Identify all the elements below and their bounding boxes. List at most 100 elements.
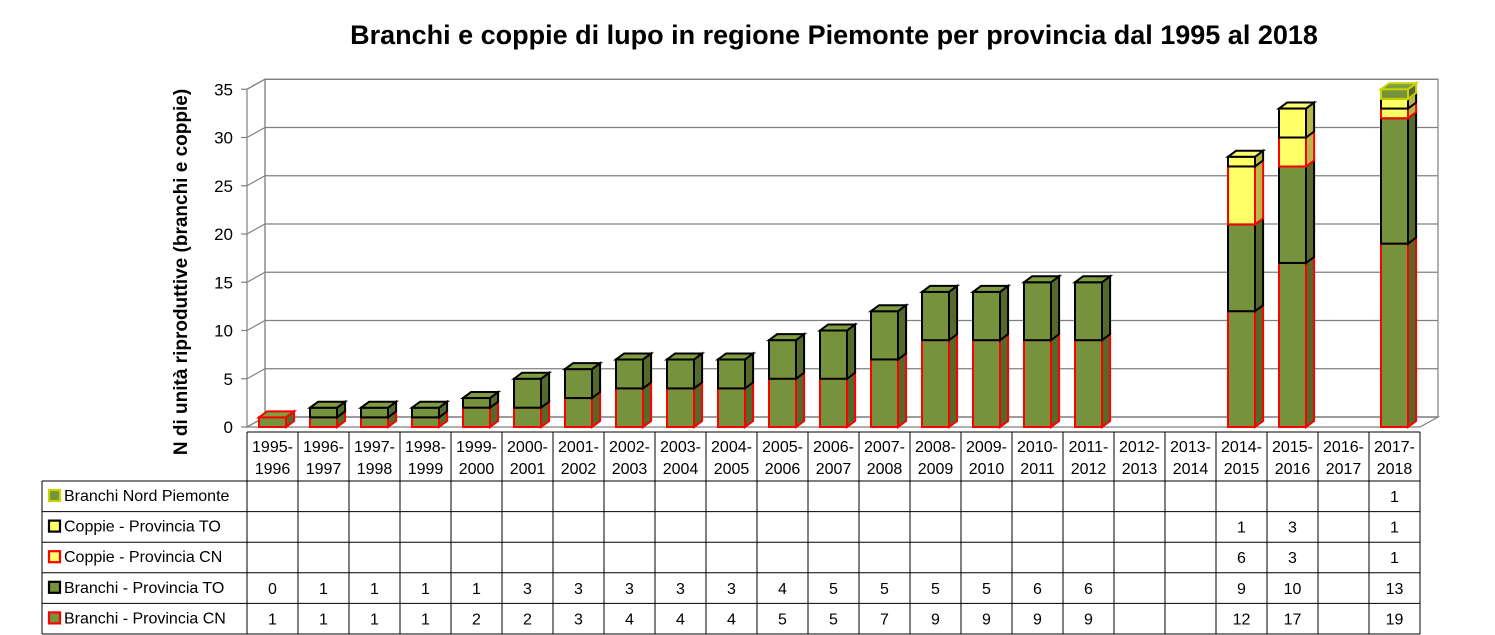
bar-side — [642, 380, 653, 429]
gridline — [246, 223, 1438, 235]
data-table: 1995-19961996-19971997-19981998-19991999… — [41, 431, 1421, 635]
x-tick-label: 2010 — [969, 461, 1005, 478]
x-tick-label: 2013- — [1170, 439, 1211, 456]
bar-segment — [1227, 223, 1256, 313]
x-tick-label: 2001- — [558, 439, 599, 456]
bar-segment — [1380, 242, 1409, 428]
bar-segment — [870, 310, 899, 361]
y-tick-label: 35 — [214, 80, 233, 99]
bar-side — [999, 332, 1010, 429]
data-label: 1 — [319, 581, 328, 598]
x-tick-label: 2005 — [714, 461, 750, 478]
bar-side — [1407, 235, 1418, 429]
bar-stack — [1020, 274, 1063, 429]
data-label: 17 — [1284, 611, 1302, 628]
x-tick-label: 2003- — [660, 439, 701, 456]
x-tick-label: 2011- — [1069, 439, 1109, 456]
x-tick-label: 2013 — [1122, 461, 1158, 478]
data-label: 9 — [1033, 611, 1042, 628]
bar-top — [1377, 82, 1420, 91]
x-tick-label: 2007- — [864, 439, 905, 456]
data-label: 5 — [829, 581, 838, 598]
bar-segment — [768, 377, 797, 428]
bar-top — [459, 391, 502, 400]
bar-top — [510, 371, 553, 380]
data-label: 1 — [1390, 520, 1399, 537]
bar-top — [765, 333, 808, 342]
bar-segment — [258, 416, 287, 429]
bar-segment — [666, 358, 695, 390]
bar-segment — [1278, 261, 1307, 429]
bar-segment — [1227, 155, 1256, 168]
bar-side — [846, 322, 857, 381]
data-label: 3 — [676, 581, 685, 598]
bar-segment — [972, 339, 1001, 428]
bar-top — [1224, 149, 1267, 158]
bar-segment — [1380, 88, 1409, 100]
data-label: 6 — [1237, 550, 1246, 567]
x-tick-label: 1995- — [252, 439, 293, 456]
bar-side — [795, 370, 806, 429]
data-label: 2 — [472, 611, 481, 628]
bar-side — [897, 303, 908, 362]
data-label: 3 — [523, 581, 532, 598]
data-label: 5 — [829, 611, 838, 628]
legend-entry: Branchi - Provincia CN — [64, 610, 226, 627]
data-label: 1 — [1390, 489, 1399, 506]
bar-segment — [921, 290, 950, 342]
x-tick-label: 2000- — [507, 439, 548, 456]
x-tick-label: 2005- — [762, 439, 803, 456]
bar-top — [969, 284, 1012, 293]
data-label: 5 — [778, 611, 787, 628]
y-axis-label: N di unità riproduttive (branchi e coppi… — [171, 89, 192, 455]
bar-segment — [309, 406, 338, 419]
bar-top — [1020, 275, 1063, 284]
legend-key — [47, 519, 62, 533]
bar-segment — [870, 358, 899, 429]
bar-segment — [462, 397, 491, 409]
bar-side — [1050, 332, 1061, 429]
gridline — [246, 175, 1438, 187]
bar-stack — [765, 332, 808, 429]
data-label: 1 — [370, 581, 379, 598]
bar-segment — [564, 368, 593, 400]
x-tick-label: 2014- — [1221, 439, 1262, 456]
bars — [255, 81, 1420, 429]
x-tick-label: 1996 — [255, 461, 291, 478]
bar-segment — [819, 377, 848, 428]
y-tick-label: 5 — [224, 370, 233, 389]
data-label: 1 — [319, 611, 328, 628]
legend-entry: Coppie - Provincia TO — [64, 519, 221, 536]
bar-segment — [666, 387, 695, 428]
data-label: 1 — [421, 581, 430, 598]
bar-side — [846, 370, 857, 429]
data-label: 3 — [625, 581, 634, 598]
data-label: 3 — [574, 581, 583, 598]
data-label: 5 — [982, 581, 991, 598]
data-label: 4 — [727, 611, 736, 628]
bar-stack — [255, 409, 298, 429]
data-label: 5 — [880, 581, 889, 598]
data-label: 0 — [268, 581, 277, 598]
x-tick-label: 2012 — [1071, 461, 1107, 478]
bar-segment — [768, 339, 797, 380]
x-tick-label: 2015 — [1224, 461, 1260, 478]
bar-segment — [717, 358, 746, 390]
x-tick-label: 2017 — [1326, 461, 1362, 478]
legend-key — [47, 488, 62, 503]
bar-segment — [1074, 281, 1103, 342]
bar-segment — [615, 387, 644, 428]
data-label: 19 — [1386, 611, 1404, 628]
x-tick-label: 2016 — [1275, 461, 1311, 478]
data-label: 9 — [1237, 581, 1246, 598]
bar-segment — [1227, 310, 1256, 429]
x-tick-label: 2014 — [1173, 461, 1209, 478]
bar-segment — [1023, 339, 1052, 428]
data-label: 6 — [1033, 581, 1042, 598]
x-tick-label: 1997- — [354, 439, 395, 456]
x-tick-label: 2008- — [915, 439, 956, 456]
x-tick-label: 2001 — [510, 461, 546, 478]
bar-side — [1254, 216, 1265, 314]
x-tick-label: 2002- — [609, 439, 650, 456]
